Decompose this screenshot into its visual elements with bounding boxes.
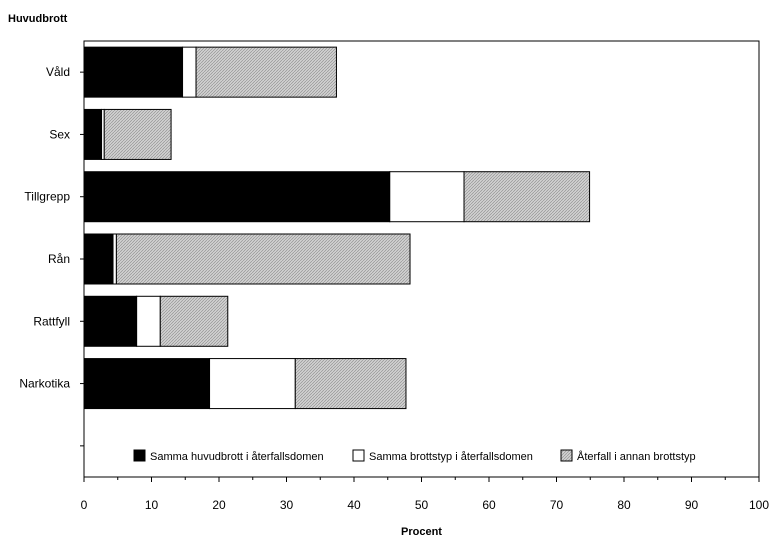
x-tick-label: 80 (617, 498, 631, 512)
bar-segment (83, 233, 114, 285)
bar-segment (83, 358, 211, 410)
category-label: Tillgrepp (24, 190, 70, 204)
category-label: Narkotika (19, 377, 70, 391)
bar-segment (209, 358, 296, 410)
bar-segment (182, 46, 197, 98)
legend-label: Samma brottstyp i återfallsdomen (369, 451, 533, 463)
bars-group (83, 46, 591, 410)
bar-segment (83, 108, 103, 160)
bar-segment (83, 46, 184, 98)
bar-segment (112, 233, 117, 285)
x-axis: 0 10 20 30 40 50 60 70 80 90 100 (81, 477, 769, 512)
category-axis: Våld Sex Tillgrepp Rån Rattfyll Narkotika (19, 65, 84, 447)
x-tick-label: 10 (145, 498, 159, 512)
x-tick-label: 30 (280, 498, 294, 512)
legend-swatch (133, 449, 146, 462)
bar-segment (115, 233, 411, 285)
x-tick-label: 20 (212, 498, 226, 512)
x-tick-label: 50 (415, 498, 429, 512)
legend-swatch (352, 449, 365, 462)
x-tick-label: 60 (482, 498, 496, 512)
x-tick-label: 100 (749, 498, 769, 512)
category-label: Våld (46, 65, 70, 79)
bar-segment (103, 108, 172, 160)
legend-label: Samma huvudbrott i återfallsdomen (150, 451, 324, 463)
category-label: Sex (49, 127, 70, 141)
legend: Samma huvudbrott i återfallsdomen Samma b… (133, 449, 696, 463)
bar-segment (463, 171, 591, 223)
x-tick-label: 40 (347, 498, 361, 512)
category-label: Rån (48, 252, 70, 266)
bar-segment (389, 171, 465, 223)
y-axis-title: Huvudbrott (8, 13, 68, 25)
x-axis-title: Procent (401, 526, 442, 537)
bar-segment (195, 46, 337, 98)
x-tick-label: 0 (81, 498, 88, 512)
bar-segment (136, 295, 161, 347)
x-tick-label: 70 (550, 498, 564, 512)
x-tick-label: 90 (685, 498, 699, 512)
bar-segment (159, 295, 229, 347)
bar-segment (83, 171, 391, 223)
category-label: Rattfyll (33, 314, 70, 328)
legend-label: Återfall i annan brottstyp (577, 450, 696, 463)
bar-segment (83, 295, 138, 347)
legend-swatch (560, 449, 573, 462)
bar-segment (294, 358, 407, 410)
